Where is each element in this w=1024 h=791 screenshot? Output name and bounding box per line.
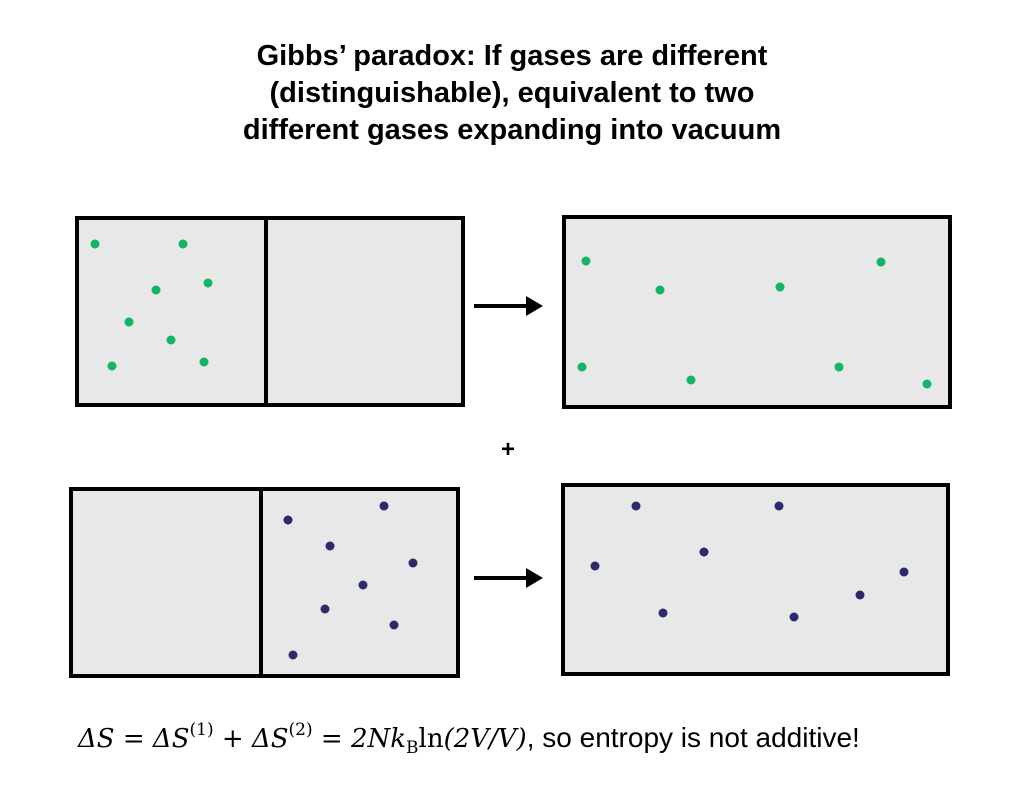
ln-argument: (2V/V) xyxy=(443,724,527,754)
gas1-final-box xyxy=(562,215,952,409)
particle xyxy=(834,362,844,372)
gas1-final-particles xyxy=(577,256,932,389)
gas2-initial-particles xyxy=(283,501,418,660)
particle xyxy=(166,335,176,345)
term2-base: ΔS xyxy=(251,724,289,754)
gas2-final-box xyxy=(561,483,950,676)
term1-base: ΔS xyxy=(152,724,190,754)
particle xyxy=(775,282,785,292)
container xyxy=(562,215,952,409)
particle xyxy=(107,361,117,371)
plus-sign: + xyxy=(500,436,515,463)
particle xyxy=(199,357,209,367)
coefficient: 2Nk xyxy=(350,724,406,754)
equals-1: = xyxy=(114,724,153,754)
entropy-formula: ΔS = ΔS(1) + ΔS(2) = 2NkBln(2V/V), so en… xyxy=(78,722,860,757)
particle xyxy=(325,541,335,551)
delta-s: ΔS xyxy=(78,724,115,754)
equals-2: = xyxy=(312,724,351,754)
term2-sup: (2) xyxy=(288,720,313,740)
particle xyxy=(876,257,886,267)
gas2-initial-box xyxy=(69,487,460,678)
gas2-final-particles xyxy=(590,501,909,622)
title-line-3: different gases expanding into vacuum xyxy=(242,114,782,146)
formula-math: ΔS = ΔS(1) + ΔS(2) = 2NkBln(2V/V) xyxy=(78,722,527,757)
particle xyxy=(922,379,932,389)
particle xyxy=(699,547,709,557)
particle xyxy=(151,285,161,295)
formula-conclusion: , so entropy is not additive! xyxy=(526,722,860,753)
gas1-initial-particles xyxy=(90,239,213,371)
particle xyxy=(789,612,799,622)
slide-title: Gibbs’ paradox: If gases are different (… xyxy=(0,38,1024,149)
particle xyxy=(855,590,865,600)
term1-sup: (1) xyxy=(189,720,214,740)
title-line-1: Gibbs’ paradox: If gases are different xyxy=(256,40,768,72)
particle xyxy=(577,362,587,372)
particle xyxy=(631,501,641,511)
particle xyxy=(203,278,213,288)
particle xyxy=(686,375,696,385)
coefficient-sub: B xyxy=(406,738,419,758)
particle xyxy=(283,515,293,525)
container xyxy=(75,216,465,407)
particle xyxy=(658,608,668,618)
particle xyxy=(899,567,909,577)
particle xyxy=(320,604,330,614)
right-arrow-icon xyxy=(474,568,543,588)
title-line-2: (distinguishable), equivalent to two xyxy=(269,77,755,109)
particle xyxy=(389,620,399,630)
container xyxy=(69,487,460,678)
gas1-initial-box xyxy=(75,216,465,407)
particle xyxy=(178,239,188,249)
plus-op: + xyxy=(213,724,252,754)
particle xyxy=(581,256,591,266)
right-arrow-icon xyxy=(474,296,543,316)
particle xyxy=(774,501,784,511)
particle xyxy=(408,558,418,568)
particle xyxy=(288,650,298,660)
particle xyxy=(358,580,368,590)
particle xyxy=(90,239,100,249)
particle xyxy=(655,285,665,295)
ln-function: ln xyxy=(418,724,444,754)
container xyxy=(561,483,950,676)
particle xyxy=(124,317,134,327)
particle xyxy=(379,501,389,511)
particle xyxy=(590,561,600,571)
